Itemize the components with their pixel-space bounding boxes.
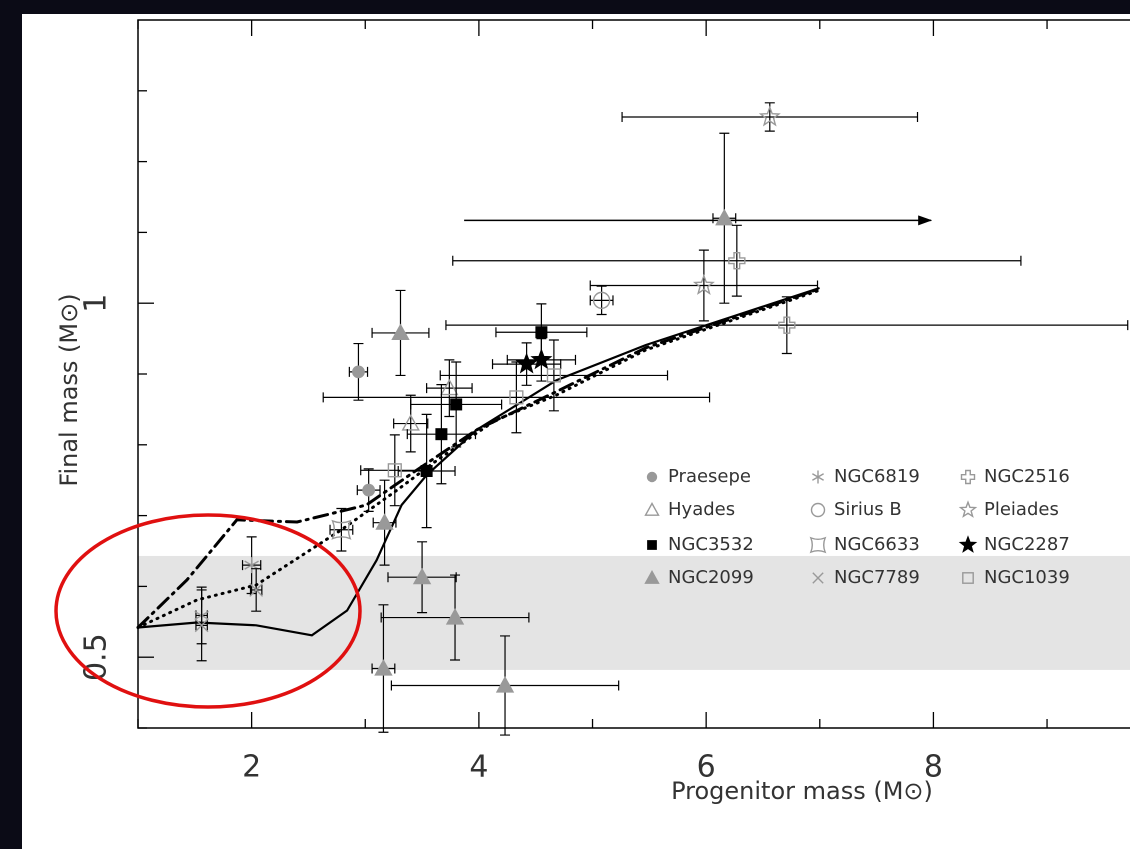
legend-marker xyxy=(646,471,658,483)
point-marker xyxy=(331,519,352,540)
legend-label: NGC6633 xyxy=(834,534,920,555)
point-marker xyxy=(412,567,432,585)
point-marker xyxy=(692,273,715,295)
plot-layer: 2 4 6 8 0.5 1 Praesepe Hyades NGC3532 NGC2099 NGC6… xyxy=(79,19,1130,785)
point-marker xyxy=(194,618,209,633)
chart-background xyxy=(22,14,1130,849)
legend-marker xyxy=(958,500,978,518)
ifmr-curve xyxy=(136,287,820,637)
x-axis-title: Progenitor mass (M⊙) xyxy=(671,777,933,805)
y-error-bar xyxy=(511,361,522,434)
x-tick-label: 4 xyxy=(469,750,488,785)
point-marker xyxy=(758,105,781,127)
highlight-band xyxy=(138,555,1130,670)
y-error-bar xyxy=(336,507,347,552)
legend-marker xyxy=(809,536,827,554)
x-tick-label: 2 xyxy=(242,750,261,785)
y-error-bar xyxy=(731,224,742,297)
point-marker xyxy=(375,513,394,530)
point-marker xyxy=(374,659,393,676)
point-marker xyxy=(362,483,376,497)
point-marker xyxy=(495,676,515,693)
point-marker xyxy=(352,365,365,379)
point-marker xyxy=(420,464,433,477)
point-marker xyxy=(778,316,796,334)
y-error-bar xyxy=(698,249,709,322)
legend-marker xyxy=(647,540,657,550)
point-marker xyxy=(728,252,746,270)
legend-label: NGC2516 xyxy=(984,466,1070,487)
x-tick-label: 8 xyxy=(924,750,943,785)
point-marker xyxy=(546,368,561,383)
legend-label: NGC2099 xyxy=(668,567,754,588)
point-marker xyxy=(435,428,448,441)
point-marker xyxy=(530,348,553,370)
legend-marker xyxy=(812,470,824,484)
point-marker xyxy=(515,352,538,374)
legend-label: NGC2287 xyxy=(984,534,1070,555)
legend-marker xyxy=(644,570,660,584)
point-marker xyxy=(391,323,410,341)
point-marker xyxy=(592,291,611,310)
legend-marker xyxy=(962,572,974,584)
point-marker xyxy=(249,583,264,597)
legend-label: NGC6819 xyxy=(834,466,920,487)
x-tick-label: 6 xyxy=(697,750,716,785)
legend-label: NGC3532 xyxy=(668,534,754,555)
y-tick-label: 0.5 xyxy=(79,633,114,681)
legend-marker xyxy=(960,469,976,485)
point-marker xyxy=(440,378,459,396)
point-marker xyxy=(450,398,463,411)
y-tick-label: 1 xyxy=(79,294,114,313)
y-error-bar xyxy=(444,359,455,418)
legend-label: Pleiades xyxy=(984,499,1059,520)
legend-marker xyxy=(644,502,660,516)
point-marker xyxy=(535,326,548,339)
y-error-bar xyxy=(781,296,792,355)
point-marker xyxy=(244,557,259,574)
y-error-bar xyxy=(596,285,607,316)
point-marker xyxy=(401,414,420,431)
legend-label: NGC1039 xyxy=(984,567,1070,588)
point-marker xyxy=(387,463,402,478)
y-error-bar xyxy=(548,339,559,412)
legend-label: NGC7789 xyxy=(834,567,920,588)
ifmr-curve xyxy=(136,287,821,629)
highlight-ellipse xyxy=(54,513,362,709)
point-marker xyxy=(509,390,524,405)
legend-label: Praesepe xyxy=(668,466,751,487)
legend-marker xyxy=(810,502,826,518)
legend-marker xyxy=(958,535,978,553)
point-marker xyxy=(715,208,734,226)
point-marker xyxy=(445,608,465,625)
ifmr-curve xyxy=(136,289,821,629)
y-axis-title: Final mass (M⊙) xyxy=(55,293,83,486)
legend-label: Hyades xyxy=(668,499,735,520)
legend-label: Sirius B xyxy=(834,499,902,520)
legend-marker xyxy=(812,572,824,584)
y-error-bar xyxy=(389,434,400,507)
